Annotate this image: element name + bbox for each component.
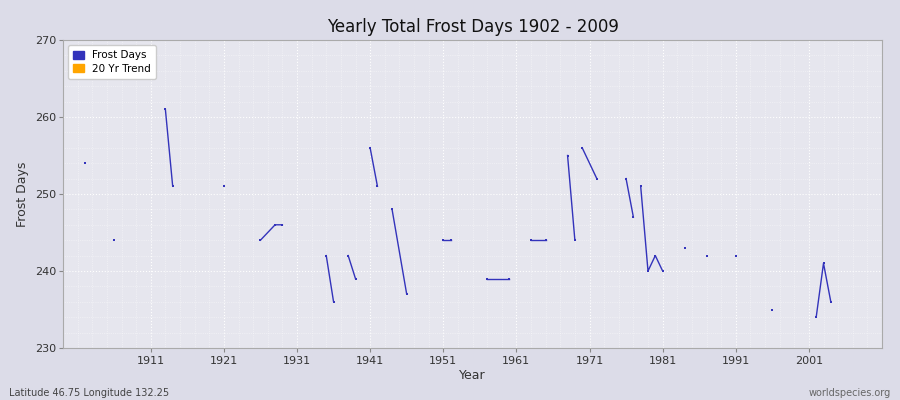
Legend: Frost Days, 20 Yr Trend: Frost Days, 20 Yr Trend	[68, 45, 156, 79]
Text: Latitude 46.75 Longitude 132.25: Latitude 46.75 Longitude 132.25	[9, 388, 169, 398]
Title: Yearly Total Frost Days 1902 - 2009: Yearly Total Frost Days 1902 - 2009	[327, 18, 618, 36]
Y-axis label: Frost Days: Frost Days	[16, 161, 30, 227]
X-axis label: Year: Year	[459, 369, 486, 382]
Text: worldspecies.org: worldspecies.org	[809, 388, 891, 398]
